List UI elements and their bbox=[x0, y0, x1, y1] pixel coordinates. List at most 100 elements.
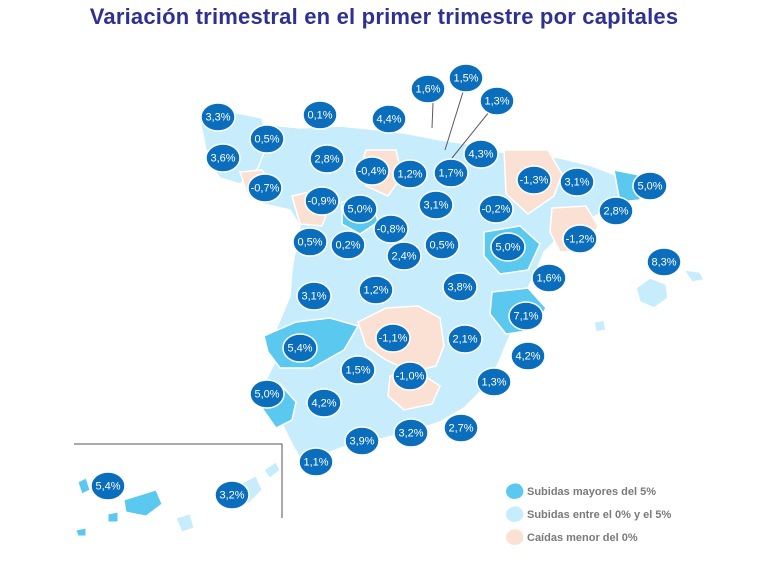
value-bubble bbox=[443, 413, 479, 443]
map-regions bbox=[74, 91, 706, 537]
canary-inset-frame bbox=[74, 443, 283, 518]
value-bubble bbox=[632, 171, 668, 201]
value-bubble bbox=[479, 86, 515, 116]
value-bubble bbox=[476, 367, 512, 397]
legend-swatch bbox=[506, 529, 524, 545]
value-bubble bbox=[358, 275, 394, 305]
value-label: 7,1% bbox=[513, 311, 538, 323]
region-gran-canaria bbox=[175, 513, 195, 533]
value-bubble bbox=[354, 156, 390, 186]
value-label: -0,9% bbox=[308, 196, 337, 208]
value-bubble bbox=[282, 333, 318, 363]
value-bubble bbox=[344, 426, 380, 456]
value-label: 3,2% bbox=[219, 490, 244, 502]
value-label: -1,1% bbox=[379, 333, 408, 345]
value-label: 3,2% bbox=[398, 428, 423, 440]
value-label: -0,2% bbox=[482, 204, 511, 216]
value-label: 1,6% bbox=[415, 84, 440, 96]
value-label: 1,7% bbox=[438, 168, 463, 180]
value-bubble bbox=[448, 63, 484, 93]
value-label: 4,3% bbox=[468, 149, 493, 161]
value-label: 2,8% bbox=[314, 154, 339, 166]
legend: Subidas mayores del 5% Subidas entre el 0… bbox=[506, 483, 672, 545]
value-label: 0,2% bbox=[335, 240, 360, 252]
value-bubble bbox=[292, 227, 328, 257]
value-bubble bbox=[510, 341, 546, 371]
value-bubble bbox=[249, 124, 285, 154]
value-label: -1,2% bbox=[566, 234, 595, 246]
region-tenerife bbox=[123, 489, 163, 517]
value-bubble bbox=[516, 165, 552, 195]
value-bubble bbox=[562, 224, 598, 254]
value-label: 0,5% bbox=[429, 240, 454, 252]
value-label: 0,5% bbox=[254, 134, 279, 146]
value-bubble bbox=[447, 324, 483, 354]
value-bubble bbox=[392, 159, 428, 189]
leader-line bbox=[451, 111, 490, 159]
value-label: -0,7% bbox=[251, 183, 280, 195]
value-label: 5,4% bbox=[287, 343, 312, 355]
leader-line bbox=[431, 102, 434, 129]
value-label: 4,2% bbox=[515, 351, 540, 363]
value-label: 1,1% bbox=[303, 457, 328, 469]
value-bubble bbox=[559, 167, 595, 197]
value-bubble bbox=[340, 355, 376, 385]
value-bubbles: 3,3% 0,1% 4,4% 1,6% 1,5% 1,3% 0,5% 3,6% 2,8% -0,4… bbox=[90, 63, 682, 510]
value-bubble bbox=[418, 190, 454, 220]
value-label: 2,7% bbox=[448, 423, 473, 435]
value-bubble bbox=[373, 214, 409, 244]
region-la-palma bbox=[77, 477, 91, 495]
value-label: 1,6% bbox=[536, 273, 561, 285]
region-hierro bbox=[75, 527, 87, 537]
region-ibiza bbox=[593, 319, 607, 333]
value-bubble bbox=[205, 143, 241, 173]
region-lanzarote bbox=[263, 461, 281, 479]
value-bubble bbox=[298, 447, 334, 477]
value-label: 1,5% bbox=[345, 365, 370, 377]
value-label: -1,3% bbox=[520, 175, 549, 187]
value-bubble bbox=[598, 196, 634, 226]
value-label: 5,0% bbox=[254, 389, 279, 401]
value-bubble bbox=[375, 323, 411, 353]
value-bubble bbox=[302, 100, 338, 130]
value-bubble bbox=[508, 301, 544, 331]
legend-swatch bbox=[506, 506, 524, 522]
value-bubble bbox=[371, 104, 407, 134]
value-bubble bbox=[249, 379, 285, 409]
value-label: 3,9% bbox=[349, 436, 374, 448]
value-bubble bbox=[392, 361, 428, 391]
value-bubble bbox=[646, 247, 682, 277]
value-bubble bbox=[386, 241, 422, 271]
value-bubble bbox=[424, 230, 460, 260]
value-bubble bbox=[200, 102, 236, 132]
value-label: -0,4% bbox=[358, 166, 387, 178]
value-label: 5,0% bbox=[495, 242, 520, 254]
value-bubble bbox=[433, 158, 469, 188]
value-label: 3,3% bbox=[205, 112, 230, 124]
value-label: 2,4% bbox=[391, 251, 416, 263]
value-bubble bbox=[393, 418, 429, 448]
legend-label: Subidas entre el 0% y el 5% bbox=[527, 509, 672, 521]
value-bubble bbox=[342, 194, 378, 224]
value-label: 1,5% bbox=[453, 73, 478, 85]
region-gomera bbox=[107, 511, 119, 523]
value-bubble bbox=[463, 139, 499, 169]
region-mallorca bbox=[635, 277, 669, 309]
value-label: 3,8% bbox=[447, 282, 472, 294]
value-label: 3,1% bbox=[301, 291, 326, 303]
leader-line bbox=[444, 91, 464, 151]
value-label: 1,3% bbox=[484, 96, 509, 108]
value-label: 1,3% bbox=[481, 377, 506, 389]
value-bubble bbox=[306, 388, 342, 418]
value-label: 4,2% bbox=[311, 398, 336, 410]
value-label: 3,6% bbox=[210, 153, 235, 165]
value-label: 8,3% bbox=[651, 257, 676, 269]
region-menorca bbox=[682, 269, 706, 283]
value-label: 5,0% bbox=[637, 181, 662, 193]
value-label: 5,4% bbox=[95, 481, 120, 493]
value-label: 4,4% bbox=[376, 114, 401, 126]
value-label: 3,1% bbox=[423, 200, 448, 212]
value-bubble bbox=[309, 144, 345, 174]
value-bubble bbox=[410, 74, 446, 104]
